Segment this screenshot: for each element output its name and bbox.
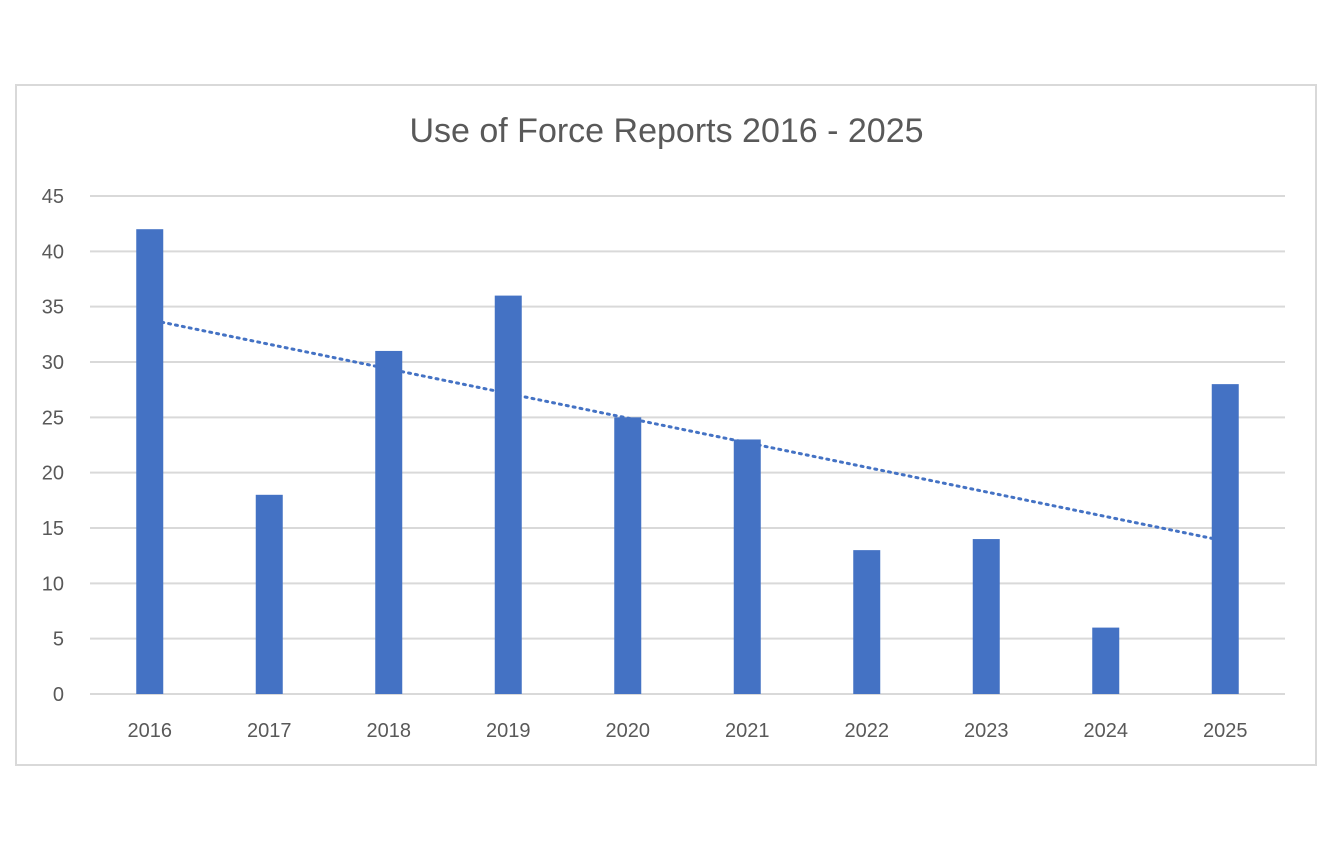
y-tick-label: 35: [42, 297, 64, 319]
trendline: [160, 320, 1217, 541]
bar: [136, 229, 164, 694]
y-tick-label: 0: [53, 684, 64, 706]
chart-title: Use of Force Reports 2016 - 2025: [409, 112, 924, 150]
y-tick-label: 10: [42, 573, 64, 595]
y-tick-label: 30: [42, 352, 64, 374]
x-tick-label: 2016: [128, 720, 173, 742]
x-tick-label: 2019: [486, 720, 531, 742]
bar: [733, 439, 761, 694]
y-tick-label: 5: [53, 629, 64, 651]
x-tick-label: 2020: [606, 720, 651, 742]
x-tick-label: 2021: [725, 720, 770, 742]
x-tick-label: 2023: [964, 720, 1009, 742]
bar: [1211, 384, 1239, 694]
y-tick-label: 45: [42, 186, 64, 208]
x-tick-label: 2017: [247, 720, 292, 742]
bar: [972, 539, 1000, 694]
y-tick-label: 25: [42, 407, 64, 429]
x-tick-label: 2022: [845, 720, 890, 742]
bar: [255, 494, 283, 694]
y-tick-label: 15: [42, 518, 64, 540]
y-tick-label: 20: [42, 463, 64, 485]
y-tick-label: 40: [42, 241, 64, 263]
bar: [614, 417, 642, 694]
bar: [853, 550, 881, 694]
bar: [1092, 627, 1120, 694]
x-tick-label: 2018: [367, 720, 412, 742]
x-tick-label: 2024: [1084, 720, 1129, 742]
x-tick-label: 2025: [1203, 720, 1248, 742]
bar: [494, 295, 522, 694]
bar: [375, 350, 403, 694]
